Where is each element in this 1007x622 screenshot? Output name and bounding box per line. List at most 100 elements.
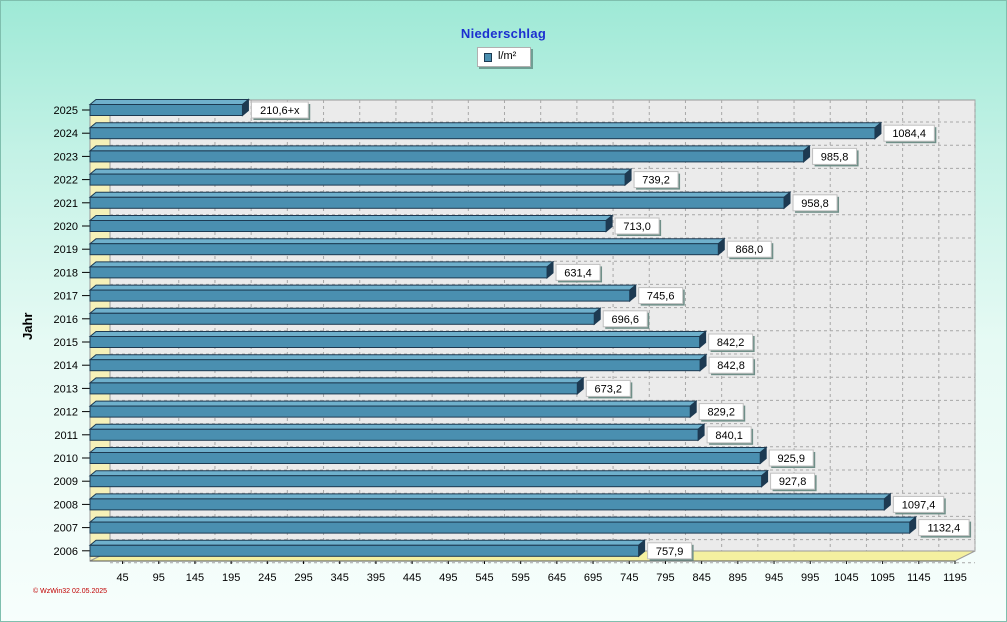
data-label: 868,0 — [736, 244, 764, 256]
legend-swatch — [484, 53, 492, 62]
data-label-box — [638, 287, 684, 305]
bar — [89, 196, 785, 209]
bar-top — [88, 539, 646, 546]
x-tick-label: 1195 — [943, 572, 967, 584]
data-label-box — [602, 310, 648, 328]
data-label: 1132,4 — [927, 523, 960, 535]
bar-top — [88, 493, 892, 500]
data-label-box — [706, 426, 752, 444]
data-label: 696,6 — [611, 314, 639, 326]
data-label-box — [768, 449, 814, 467]
data-label: 631,4 — [564, 267, 592, 279]
legend: l/m² — [477, 47, 531, 67]
x-tick-label: 345 — [331, 572, 349, 584]
y-tick-label: 2013 — [54, 383, 78, 395]
bar — [89, 336, 701, 348]
bar-top — [88, 377, 585, 384]
x-tick-label: 395 — [367, 572, 385, 584]
y-tick-label: 2014 — [54, 360, 78, 372]
x-tick-label: 745 — [620, 572, 638, 584]
data-label-box — [614, 217, 660, 235]
footer-stamp: © WzWin32 02.05.2025 — [33, 588, 107, 595]
bar — [89, 382, 578, 395]
x-tick-label: 245 — [258, 572, 276, 584]
data-label-box — [892, 495, 945, 513]
bar-top — [88, 168, 633, 175]
x-tick-label: 295 — [294, 572, 312, 584]
y-tick-label: 2008 — [54, 499, 78, 511]
footer-mark: © — [33, 588, 39, 595]
chart-title: Niederschlag — [460, 26, 547, 41]
bar — [89, 475, 763, 488]
data-label: 927,8 — [779, 476, 807, 488]
data-label: 1097,4 — [902, 499, 936, 511]
data-label: 210,6+x — [260, 105, 300, 117]
x-tick-label: 595 — [512, 572, 530, 584]
y-tick-label: 2006 — [54, 546, 78, 558]
bar-top — [88, 99, 250, 105]
bar-top — [88, 400, 698, 407]
bar — [89, 243, 719, 256]
data-label-box — [726, 240, 772, 258]
y-tick-label: 2019 — [54, 244, 78, 256]
x-tick-label: 995 — [801, 572, 819, 584]
data-label-box — [883, 124, 935, 142]
data-label: 1084,4 — [892, 128, 926, 140]
y-tick-label: 2025 — [54, 105, 78, 117]
x-tick-label: 545 — [475, 572, 493, 584]
bar — [89, 312, 595, 325]
x-tick-label: 1145 — [907, 572, 931, 584]
data-label-box — [250, 101, 309, 119]
bar-top — [88, 423, 706, 430]
data-label: 745,6 — [647, 291, 675, 303]
data-label: 673,2 — [595, 383, 623, 395]
y-tick-label: 2011 — [54, 430, 78, 442]
data-label: 842,8 — [717, 360, 745, 372]
data-label-box — [698, 403, 744, 421]
data-label: 985,8 — [821, 151, 849, 163]
data-label-box — [918, 519, 970, 537]
data-label-box — [585, 379, 631, 397]
x-tick-label: 795 — [656, 572, 674, 584]
data-label: 840,1 — [715, 430, 743, 442]
bar — [89, 452, 761, 464]
bar-top — [88, 516, 918, 523]
bar — [89, 544, 640, 557]
bar-top — [88, 331, 708, 337]
y-tick-label: 2012 — [54, 407, 78, 419]
x-tick-label: 895 — [729, 572, 747, 584]
y-tick-label: 2021 — [54, 198, 78, 210]
footer-text: WzWin32 02.05.2025 — [40, 588, 108, 595]
x-tick-label: 695 — [584, 572, 602, 584]
x-tick-label: 495 — [439, 572, 457, 584]
y-tick-label: 2023 — [54, 151, 78, 163]
data-label-box — [812, 147, 858, 165]
bar-top — [88, 447, 768, 453]
bar-top — [88, 145, 811, 152]
bar — [89, 289, 631, 302]
bar-top — [88, 238, 726, 245]
data-label: 713,0 — [623, 221, 651, 233]
data-label-box — [555, 263, 601, 281]
data-label-box — [647, 542, 693, 560]
data-label-box — [633, 171, 679, 189]
bar-top — [88, 354, 708, 361]
bar — [89, 104, 243, 116]
data-label: 757,9 — [656, 546, 684, 558]
data-label-box — [708, 333, 754, 351]
bar-top — [88, 122, 883, 129]
y-tick-label: 2007 — [54, 523, 78, 535]
bar — [89, 220, 607, 232]
bar-top — [88, 215, 614, 221]
x-tick-label: 1095 — [870, 572, 894, 584]
bar — [89, 266, 548, 279]
y-tick-label: 2009 — [54, 476, 78, 488]
y-tick-label: 2010 — [54, 453, 78, 465]
bar-top — [88, 284, 638, 291]
bar-top — [88, 307, 602, 314]
legend-label: l/m² — [498, 50, 517, 62]
x-tick-label: 945 — [765, 572, 783, 584]
bar-top — [88, 261, 555, 268]
y-tick-label: 2020 — [54, 221, 78, 233]
